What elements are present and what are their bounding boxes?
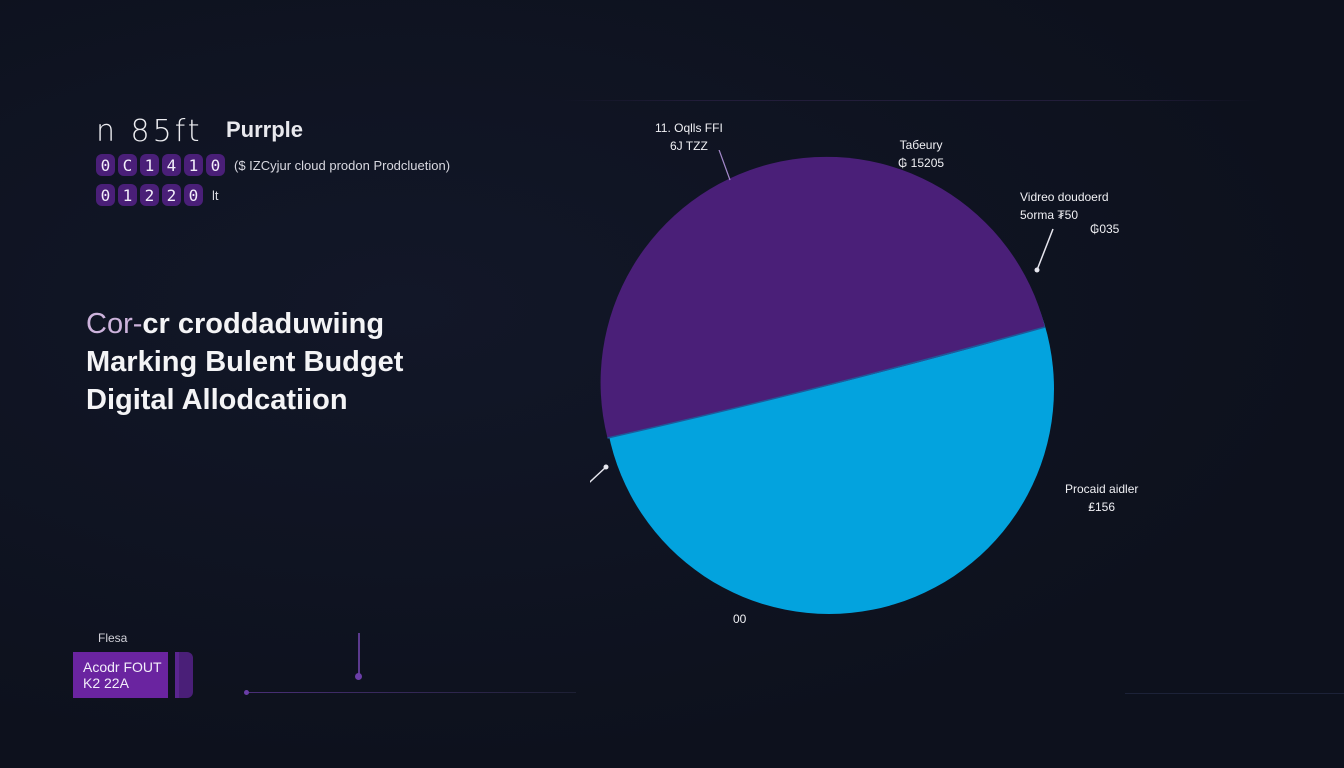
digit-badge: 0 [184, 184, 203, 206]
footer-label: Flesa [98, 631, 128, 645]
chart-annotation: 00 [733, 610, 746, 628]
badge-note: ($ IZCyjur cloud prodon Prodcluetion) [234, 157, 451, 173]
title-line-2: Marking Bulent Budget [86, 346, 404, 378]
footer-action-button[interactable]: Acodr FOUT K2 22A [73, 652, 168, 698]
annotation-line: ₲035 [1090, 222, 1120, 236]
annotation-line: ₤156 [1088, 500, 1116, 514]
annotation-line: Taбeury [899, 138, 943, 152]
header-code: n 85ft [96, 114, 203, 149]
slice-boundary [607, 326, 1046, 439]
digit-badge: 2 [140, 184, 159, 206]
chart-annotation: Vidreo doudoerd 5orma ₮50 ₲035 [1020, 188, 1119, 238]
digit-badge: 1 [118, 184, 137, 206]
digit-badge: C [118, 154, 137, 176]
footer-button-divider [175, 652, 179, 698]
pie-slice-purple[interactable] [600, 156, 1045, 439]
footer-right-divider [1125, 693, 1344, 694]
leader-line [1036, 228, 1054, 271]
chart-annotation: Taбeury ₲ 15205 [898, 136, 944, 172]
digit-badge: 0 [96, 154, 115, 176]
title-line-1: cr croddaduwiing [142, 308, 385, 340]
annotation-line: Vidreo doudoerd [1020, 190, 1109, 204]
digit-badge: 0 [96, 184, 115, 206]
top-divider [560, 100, 1260, 101]
annotation-line: ₲ 15205 [898, 156, 945, 170]
timeline-start-dot [244, 690, 249, 695]
digit-badge: 1 [140, 154, 159, 176]
leader-line [590, 466, 607, 483]
digit-badge: 0 [206, 154, 225, 176]
button-line-1: Acodr FOUT [83, 659, 162, 675]
digit-badge: 2 [162, 184, 181, 206]
badge-note: lt [212, 187, 219, 203]
leader-dot [1034, 267, 1040, 273]
annotation-line: 5orma ₮50 [1020, 208, 1079, 222]
timeline-vertical-marker [358, 633, 360, 675]
timeline-marker-dot [355, 673, 362, 680]
header-word: Purrple [226, 117, 304, 142]
leader-line [718, 150, 731, 181]
annotation-line: 11. Oqlls FFI [655, 121, 723, 135]
badge-row-2: 0 1 2 2 0 lt [96, 184, 219, 206]
digit-badge: 1 [184, 154, 203, 176]
annotation-line: Procaid aidler [1065, 482, 1139, 496]
chart-annotation: 11. Oqlls FFI 6J TZZ [655, 119, 723, 155]
chart-annotation: Procaid aidler ₤156 [1065, 480, 1138, 516]
timeline-track [246, 692, 576, 693]
title-accent: Cor- [86, 308, 143, 340]
leader-dot [603, 464, 609, 470]
annotation-line: 00 [733, 612, 747, 626]
annotation-line: 6J TZZ [670, 139, 708, 153]
pie-chart [590, 150, 1054, 614]
digit-badge: 4 [162, 154, 181, 176]
badge-row-1: 0 C 1 4 1 0 ($ IZCyjur cloud prodon Prod… [96, 154, 450, 176]
footer-button-tab [177, 652, 193, 698]
button-line-2: K2 22A [83, 675, 129, 691]
title-line-3: Digital Allodcatiion [86, 384, 348, 416]
page-title: Cor-cr croddaduwiing Marking Bulent Budg… [86, 305, 403, 419]
